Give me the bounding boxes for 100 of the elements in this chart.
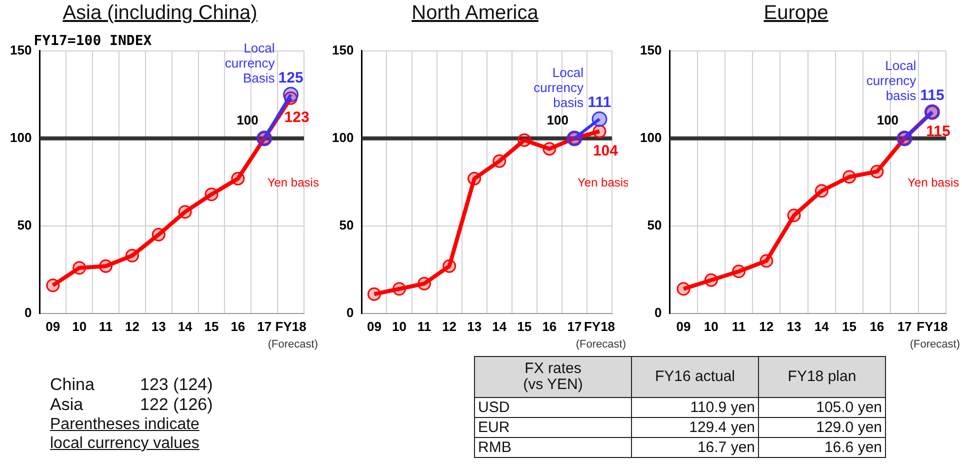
x-tick-label: 17 (567, 318, 582, 334)
series-label: Local currency basis (534, 65, 584, 110)
point (125, 248, 139, 262)
point (787, 208, 801, 222)
point (704, 273, 718, 287)
text: 16.6 yen (824, 439, 882, 456)
x-tick-label: 12 (124, 318, 140, 334)
point (542, 142, 556, 156)
y-tick-label: 150 (332, 42, 354, 58)
x-tick-label: FY18 (584, 318, 616, 334)
text: (Forecast) (576, 338, 626, 350)
x-tick-label: 09 (366, 318, 382, 334)
point (418, 276, 432, 290)
text: 105.0 yen (816, 399, 882, 416)
x-tick-label: 14 (492, 318, 508, 334)
text: 110.9 yen (690, 399, 755, 416)
point (870, 164, 884, 178)
y-tick-label: 0 (654, 304, 662, 320)
x-tick-label: 10 (704, 318, 718, 334)
x-tick-label: 11 (98, 318, 113, 334)
point (592, 124, 606, 138)
point (367, 287, 381, 301)
text: Parentheses indicate local currency values (50, 415, 200, 453)
point (152, 228, 166, 242)
category-label: RMB (478, 439, 512, 456)
x-tick-label: 13 (467, 318, 482, 334)
x-tick-label: 16 (230, 318, 246, 334)
x-tick-label: 09 (676, 318, 691, 334)
annotation: 100 (546, 112, 568, 128)
category-label: Asia (50, 395, 84, 415)
text: 129.4 yen (689, 419, 755, 436)
annotation: 100 (876, 112, 899, 128)
text: 122 (126) (140, 395, 213, 414)
text: 16.7 yen (697, 439, 755, 456)
series-label: Yen basis (267, 175, 319, 190)
point (676, 282, 690, 296)
text: 123 (124) (140, 375, 213, 394)
x-tick-label: 16 (542, 318, 557, 334)
x-tick-label: 16 (870, 318, 884, 334)
point (392, 282, 406, 296)
point (518, 133, 532, 147)
annotation: 100 (236, 112, 258, 128)
category-label: FY18 plan (758, 356, 886, 398)
x-tick-label: 13 (151, 318, 166, 334)
data-label: 111 (588, 94, 612, 112)
point (99, 259, 113, 273)
text: (Forecast) (268, 338, 318, 350)
point (814, 184, 828, 198)
y-tick-label: 100 (640, 130, 662, 145)
point (283, 86, 299, 102)
y-tick-label: 50 (647, 217, 662, 232)
series-label: Local currency basis (866, 58, 917, 104)
data-label: 123 (284, 109, 310, 126)
x-tick-label: 12 (442, 318, 457, 334)
y-tick-label: 150 (10, 42, 32, 58)
data-label: 104 (592, 142, 619, 160)
text: Yen basis (908, 175, 960, 190)
data-label: 125 (278, 70, 304, 87)
x-tick-label: 10 (72, 318, 87, 334)
category-label: USD (478, 399, 510, 416)
x-tick-label: 14 (814, 318, 830, 334)
x-tick-label: 17 (257, 318, 272, 334)
y-tick-label: 100 (10, 130, 32, 145)
x-tick-label: 09 (46, 318, 60, 334)
x-tick-label: FY18 (275, 318, 306, 334)
point (178, 205, 192, 219)
x-tick-label: 10 (392, 318, 406, 334)
x-tick-label: FY18 (916, 318, 948, 334)
series-label: Local currency Basis (224, 40, 276, 86)
point (72, 261, 86, 275)
category-label: FY16 actual (632, 356, 758, 398)
text: (Forecast) (910, 338, 960, 350)
y-tick-label: 50 (339, 217, 354, 232)
chart-title: North America (410, 2, 540, 25)
point (468, 172, 482, 186)
x-tick-label: 15 (204, 318, 219, 334)
y-tick-label: 150 (640, 42, 662, 58)
point (204, 188, 218, 202)
x-tick-label: 11 (732, 318, 746, 334)
x-tick-label: 15 (842, 318, 857, 334)
data-label: 115 (926, 123, 950, 140)
x-tick-label: 12 (759, 318, 774, 334)
point (46, 278, 60, 292)
x-tick-label: 15 (517, 318, 532, 334)
x-tick-label: 17 (897, 318, 912, 334)
x-tick-label: 14 (178, 318, 194, 334)
chart-title: Asia (including China) (62, 2, 258, 25)
y-tick-label: 100 (332, 130, 354, 145)
point (842, 170, 856, 184)
point (492, 154, 506, 168)
y-tick-label: 0 (24, 304, 32, 320)
point (732, 264, 746, 278)
point (592, 111, 608, 127)
category-label: EUR (478, 419, 510, 436)
point (442, 259, 456, 273)
y-tick-label: 50 (17, 217, 32, 232)
x-tick-label: 11 (417, 318, 432, 334)
chart-title: Europe (762, 2, 830, 25)
x-tick-label: 13 (786, 318, 802, 334)
text: 129.0 yen (816, 419, 882, 436)
